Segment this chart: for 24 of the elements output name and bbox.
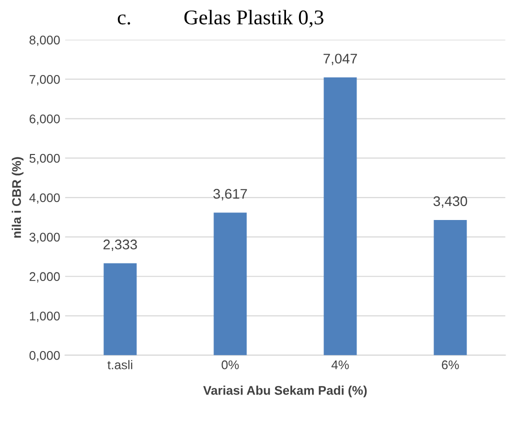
bar xyxy=(434,220,467,356)
x-tick-label: t.asli xyxy=(108,360,132,370)
y-tick-label: 3,000 xyxy=(29,232,60,244)
data-label: 3,617 xyxy=(213,188,247,200)
bar xyxy=(104,263,137,356)
y-tick-label: 1,000 xyxy=(30,312,60,322)
y-tick-label: 8,000 xyxy=(30,36,60,46)
data-label: 7,047 xyxy=(324,54,357,66)
x-axis-title: Variasi Abu Sekam Padi (%) xyxy=(203,386,367,398)
x-tick-label: 4% xyxy=(332,360,349,370)
data-label: 2,333 xyxy=(103,240,137,252)
y-tick-label: 0,000 xyxy=(30,351,60,362)
data-label: 3,430 xyxy=(433,196,468,208)
y-axis-title: nila i CBR (%) xyxy=(12,157,24,238)
y-tick-label: 6,000 xyxy=(30,114,60,125)
y-tick-label: 5,000 xyxy=(30,154,60,164)
x-tick-label: 0% xyxy=(222,360,239,370)
y-tick-label: 2,000 xyxy=(30,272,60,283)
x-tick-label: 6% xyxy=(442,360,459,370)
y-tick-label: 4,000 xyxy=(29,193,60,204)
y-tick-label: 7,000 xyxy=(30,75,60,86)
bar xyxy=(214,212,247,356)
chart-title: c. Gelas Plastik 0,3 xyxy=(118,10,324,28)
bar xyxy=(324,77,357,356)
